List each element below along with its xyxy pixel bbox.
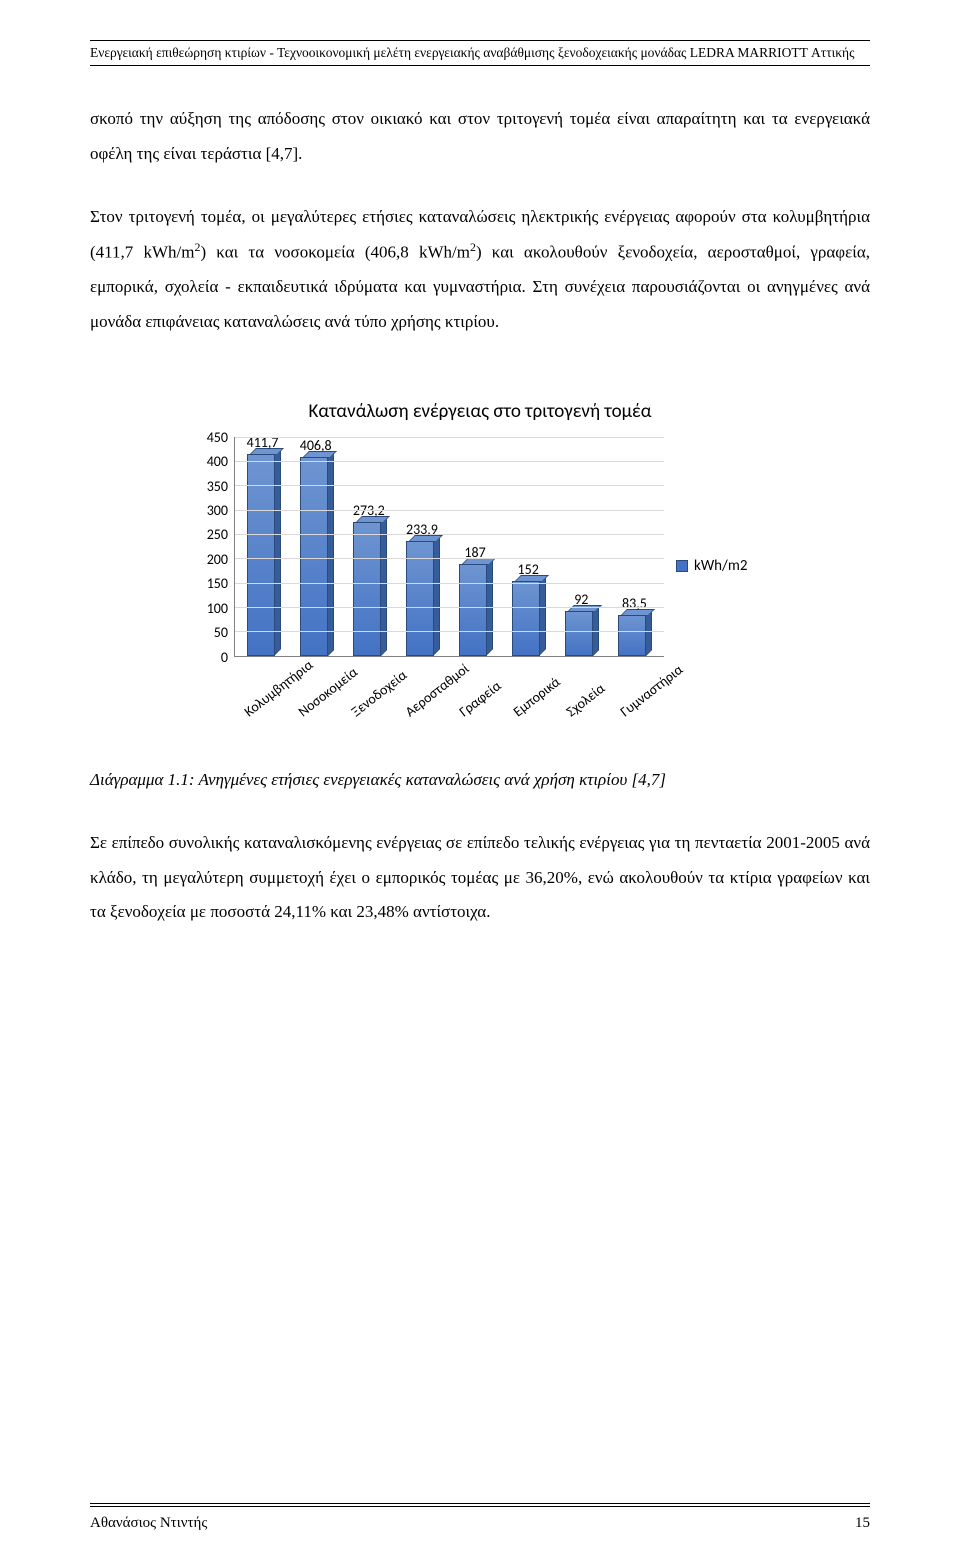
chart-caption: Διάγραμμα 1.1: Ανηγμένες ετήσιες ενεργει… [90,770,870,790]
grid-line [235,558,664,559]
x-category-label: Αεροσταθμοί [402,681,446,720]
x-category-label: Γυμναστήρια [617,681,661,720]
x-category-label: Ξενοδοχεία [348,681,392,720]
legend-swatch [676,560,688,572]
header-rule [90,40,870,41]
x-category-label: Νοσοκομεία [295,681,339,720]
chart-plot-area: 411,7406,8273,2233,91871529283,5 [234,437,664,657]
chart-legend: kWh/m2 [676,557,747,575]
footer-author: Αθανάσιος Ντιντής [90,1515,207,1532]
x-category-label: Κολυμβητήρια [241,681,285,720]
bar: 152 [508,581,550,655]
x-category-label: Εμπορικά [510,681,554,720]
paragraph-1: σκοπό την αύξηση της απόδοσης στον οικια… [90,102,870,172]
x-category-label: Σχολεία [563,681,607,720]
grid-line [235,534,664,535]
header-rule [90,65,870,66]
footer-page-number: 15 [855,1515,870,1532]
bar: 92 [561,611,603,656]
paragraph-2: Στον τριτογενή τομέα, οι μεγαλύτερες ετή… [90,200,870,340]
bar-value-label: 187 [445,544,505,558]
footer-rule [90,1503,870,1504]
bar: 187 [455,564,497,655]
energy-chart: Κατανάλωση ενέργειας στο τριτογενή τομέα… [200,400,760,680]
page-footer: Αθανάσιος Ντιντής 15 [90,1503,870,1532]
page-header-text: Ενεργειακή επιθεώρηση κτιρίων - Τεχνοοικ… [90,43,870,65]
chart-title: Κατανάλωση ενέργειας στο τριτογενή τομέα [200,400,760,423]
grid-line [235,437,664,438]
paragraph-3: Σε επίπεδο συνολικής καταναλισκόμενης εν… [90,826,870,931]
legend-label: kWh/m2 [694,557,747,575]
grid-line [235,583,664,584]
grid-line [235,510,664,511]
bar: 273,2 [349,522,391,656]
grid-line [235,607,664,608]
bar-value-label: 406,8 [286,437,346,451]
footer-rule [90,1506,870,1507]
grid-line [235,631,664,632]
grid-line [235,485,664,486]
bar: 406,8 [296,457,338,656]
bar-value-label: 152 [498,561,558,575]
chart-x-axis: ΚολυμβητήριαΝοσοκομείαΞενοδοχείαΑεροσταθ… [234,657,664,680]
chart-bars: 411,7406,8273,2233,91871529283,5 [235,437,664,656]
x-category-label: Γραφεία [456,681,500,720]
paragraph-2b: ) και τα νοσοκομεία (406,8 kWh/m [200,242,470,261]
bar: 83,5 [614,615,656,656]
grid-line [235,461,664,462]
chart-y-axis: 450400350300250200150100500 [200,437,234,657]
bar-value-label: 92 [551,591,611,605]
